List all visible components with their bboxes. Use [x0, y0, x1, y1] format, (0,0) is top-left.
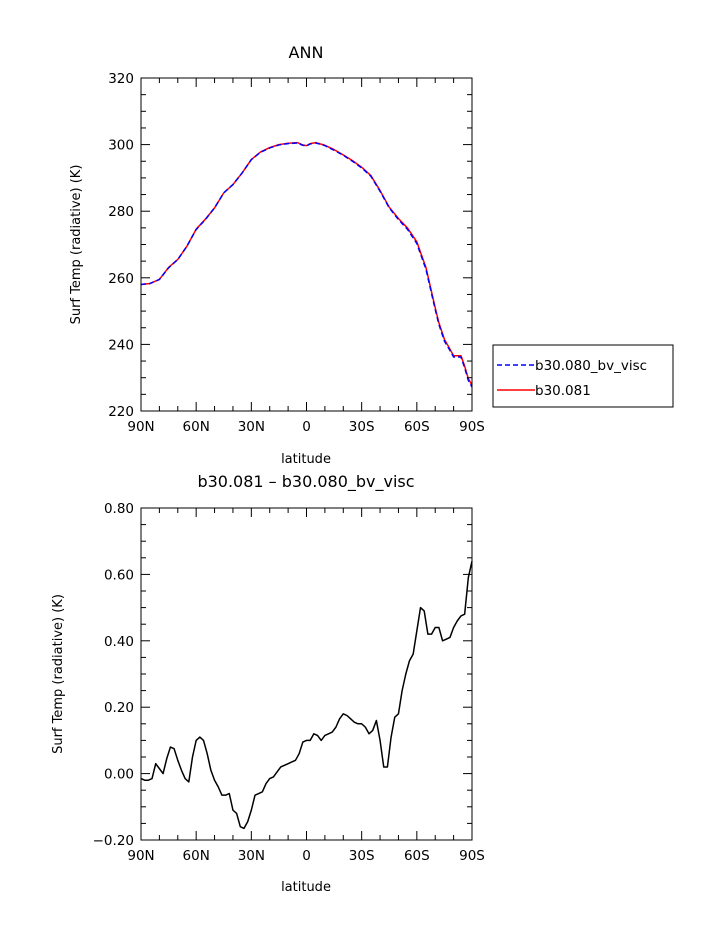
x-tick-label: 90S: [459, 848, 485, 864]
x-tick-label: 30N: [238, 419, 265, 435]
y-tick-label: 320: [108, 71, 134, 87]
series-line-difference: [140, 560, 473, 830]
y-tick-label: 300: [108, 138, 134, 154]
series-group-top: [140, 141, 473, 388]
y-axis-label-top: Surf Temp (radiative) (K): [69, 165, 84, 325]
series-group-bottom: [140, 560, 473, 830]
y-tick-label: 0.80: [104, 501, 134, 517]
y-tick-label: 0.00: [104, 767, 134, 783]
x-tick-label: 90N: [127, 848, 154, 864]
x-tick-label: 60N: [183, 848, 210, 864]
x-tick-label: 60S: [404, 419, 430, 435]
series-line-b30-081: [140, 141, 473, 386]
legend-box: [492, 344, 674, 408]
ticks-top: 90N 60N 30N 0 30S 60S 90S 220 240 260 280 300 320: [108, 71, 485, 435]
legend-top: b30.080_bv_visc b30.081: [492, 344, 674, 408]
chart-bottom: b30.081 – b30.080_bv_visc 90N 60N 30N 0 30S 6…: [51, 472, 485, 895]
chart-title-bottom: b30.081 – b30.080_bv_visc: [197, 472, 414, 492]
y-tick-label: 0.60: [104, 567, 134, 583]
y-tick-label: 260: [108, 271, 134, 287]
legend-label: b30.081: [535, 383, 591, 399]
y-tick-label: −0.20: [93, 833, 134, 849]
x-tick-label: 60N: [183, 419, 210, 435]
x-tick-label: 60S: [404, 848, 430, 864]
x-tick-label: 90S: [459, 419, 485, 435]
ticks-bottom: 90N 60N 30N 0 30S 60S 90S −0.20 0.00 0.20 0.40 0.60…: [93, 501, 485, 864]
x-axis-label-bottom: latitude: [281, 880, 331, 895]
x-tick-label: 30N: [238, 848, 265, 864]
x-tick-label: 90N: [127, 419, 154, 435]
x-axis-label-top: latitude: [281, 452, 331, 467]
y-tick-label: 240: [108, 337, 134, 353]
y-tick-label: 280: [108, 204, 134, 220]
x-tick-label: 30S: [349, 419, 375, 435]
y-tick-label: 0.40: [104, 634, 134, 650]
y-tick-label: 0.20: [104, 700, 134, 716]
chart-title-top: ANN: [289, 43, 324, 62]
x-tick-label: 0: [302, 848, 311, 864]
plot-frame-bottom: [140, 507, 473, 841]
y-tick-label: 220: [108, 404, 134, 420]
legend-label: b30.080_bv_visc: [535, 358, 647, 374]
series-line-b30-080-bv-visc: [140, 142, 473, 388]
chart-top: ANN 90N 60N 30N 0 30S 60S 90S 220 240 260 280 300 32…: [69, 43, 674, 467]
plot-frame-top: [140, 77, 473, 412]
x-tick-label: 30S: [349, 848, 375, 864]
y-axis-label-bottom: Surf Temp (radiative) (K): [51, 594, 66, 754]
x-tick-label: 0: [302, 419, 311, 435]
